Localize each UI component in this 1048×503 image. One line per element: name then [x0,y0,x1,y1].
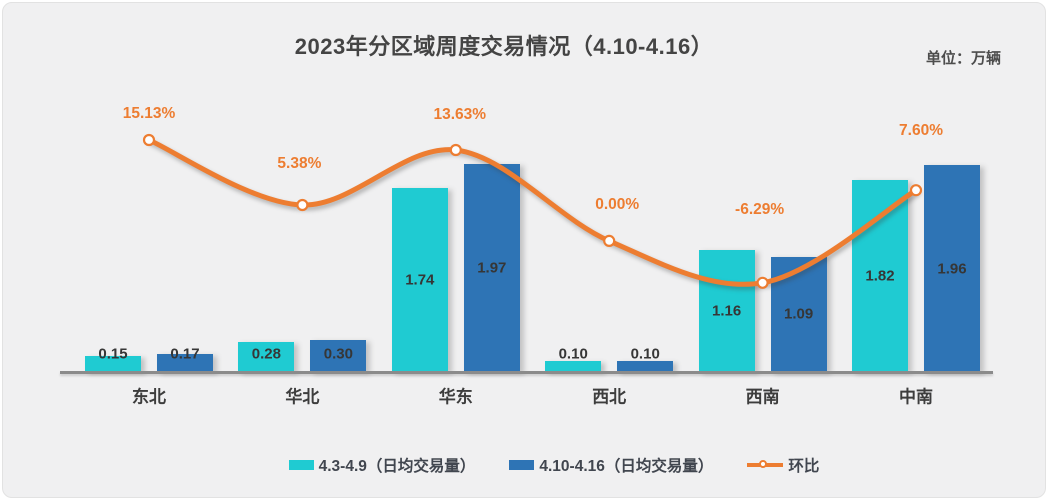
line-series-svg [142,133,923,289]
bar-series2-东北 [157,354,213,372]
bar-series1-东北 [85,356,141,372]
line-marker-华北 [296,198,309,212]
bar-series2-华北 [310,340,367,372]
x-axis-line [60,371,993,374]
bar-series1-中南 [852,179,908,372]
line-marker-华东 [449,143,462,157]
legend-bar-swatch-icon [288,460,314,470]
line-marker-中南 [909,184,923,197]
bar-series1-西南 [698,249,755,372]
line-marker-西北 [603,234,616,247]
bars-layer [3,3,1048,503]
bar-series2-中南 [924,165,980,372]
plot-area: 0.15 0.28 1.74 0.10 1.16 1.82 0.17 0.30 1.97 0.10… [3,3,1048,503]
legend-item-3: 环比 [747,454,819,476]
bar-series1-华北 [238,342,295,372]
line-marker-西南 [756,276,769,289]
legend-label: 环比 [788,458,820,475]
legend-label: 4.3-4.9（日均交易量） [318,458,476,475]
legend-item-1: 4.3-4.9（日均交易量） [288,454,476,476]
legend-item-2: 4.10-4.16（日均交易量） [509,454,713,476]
unit-label: 单位：万辆 [925,50,1001,67]
legend-line-marker-icon [747,459,784,471]
legend: 4.3-4.9（日均交易量） 4.10-4.16（日均交易量） 环比 [63,451,1045,479]
bar-series1-西北 [545,361,602,372]
chart-title: 2023年分区域周度交易情况（4.10-4.16） [294,34,714,59]
bar-series2-华东 [463,164,520,372]
legend-label: 4.10-4.16（日均交易量） [539,458,714,475]
ring-ratio-line [146,137,919,287]
line-marker-东北 [142,133,156,147]
legend-bar-swatch-icon [509,460,535,470]
bar-series2-西北 [617,361,674,372]
bar-series1-华东 [391,188,448,372]
